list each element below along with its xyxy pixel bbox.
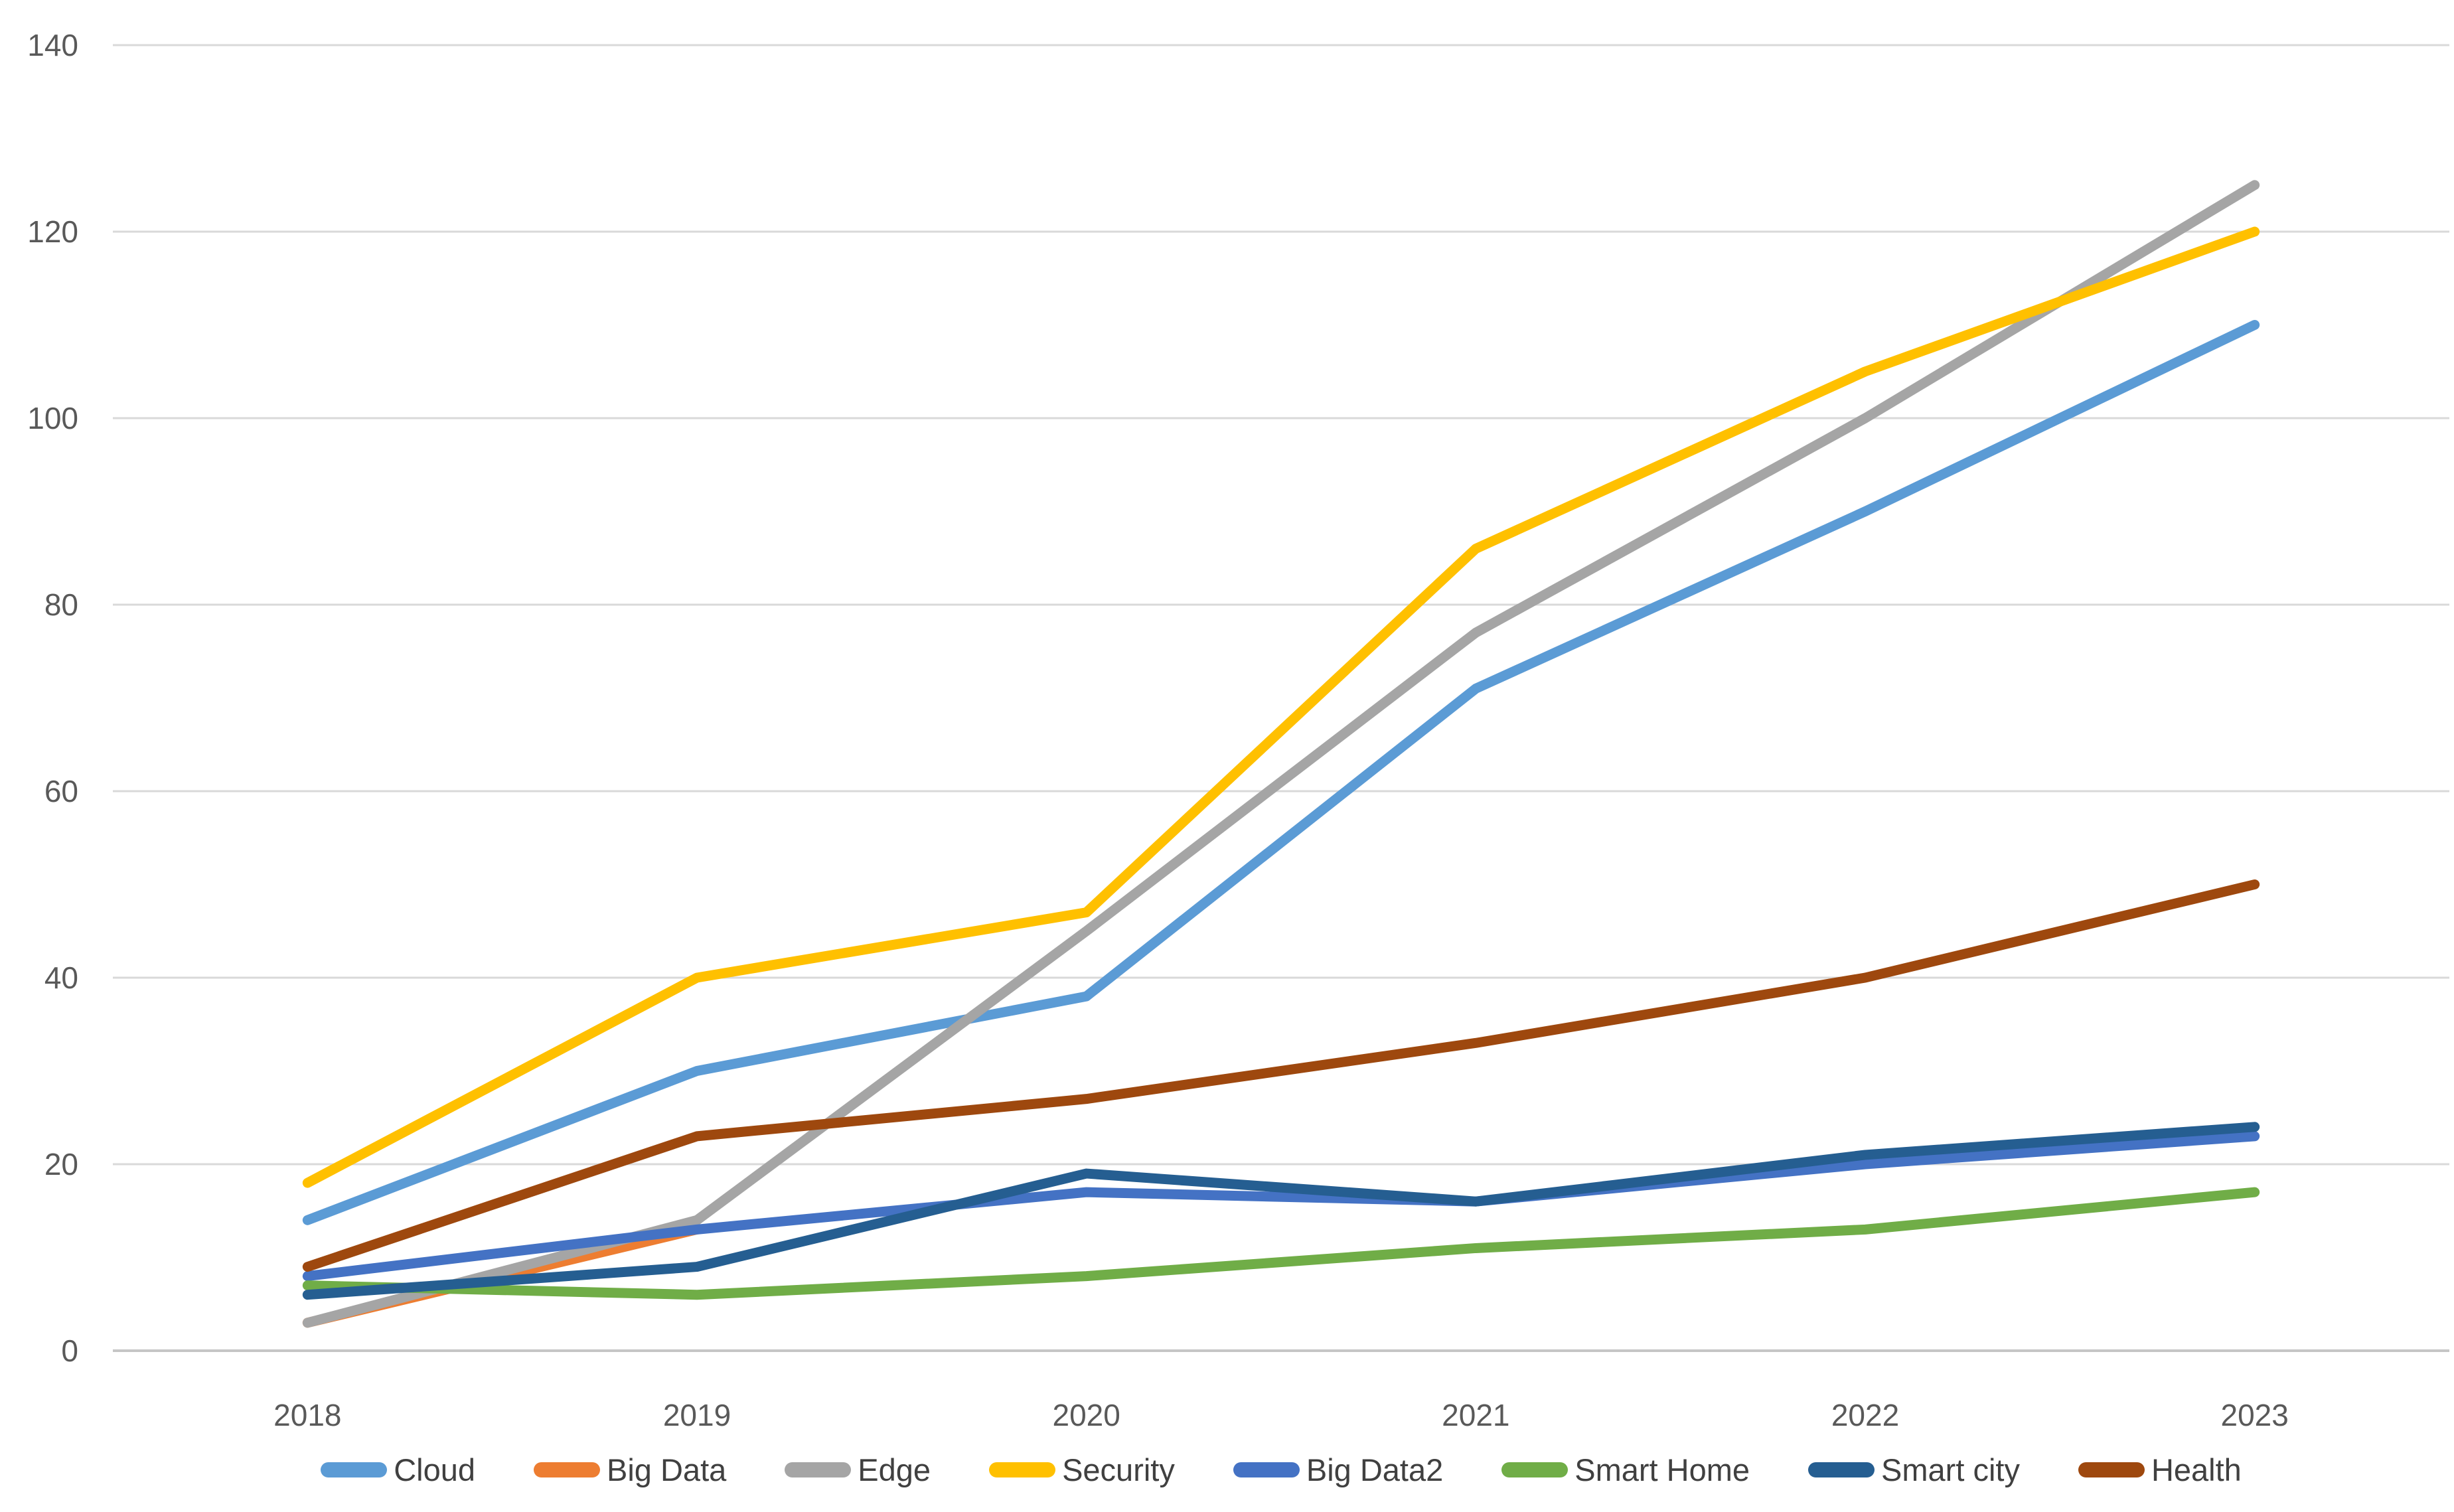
y-tick-label-60: 60 <box>44 774 78 808</box>
legend-label-smart-city: Smart city <box>1881 1452 2020 1487</box>
x-tick-label-2018: 2018 <box>273 1398 341 1432</box>
legend-swatch-cloud <box>321 1462 388 1477</box>
y-tick-label-100: 100 <box>27 401 78 435</box>
y-tick-label-120: 120 <box>27 214 78 249</box>
legend-label-edge: Edge <box>858 1452 931 1487</box>
legend-label-security: Security <box>1062 1452 1175 1487</box>
chart-legend: Cloud Big Data Edge Security Big Data2 Smart … <box>113 1446 2449 1493</box>
legend-item-smart-city[interactable]: Smart city <box>1808 1454 2020 1485</box>
legend-item-security[interactable]: Security <box>989 1454 1175 1485</box>
legend-item-health[interactable]: Health <box>2078 1454 2242 1485</box>
y-tick-label-140: 140 <box>27 28 78 62</box>
legend-label-big-data: Big Data <box>607 1452 727 1487</box>
legend-label-big-data2: Big Data2 <box>1306 1452 1444 1487</box>
y-tick-label-80: 80 <box>44 587 78 622</box>
legend-item-smart-home[interactable]: Smart Home <box>1501 1454 1750 1485</box>
series-line-smart-home[interactable] <box>302 1187 2260 1300</box>
series-line-smart-city[interactable] <box>302 1122 2260 1300</box>
series-line-security[interactable] <box>302 226 2260 1188</box>
legend-item-edge[interactable]: Edge <box>785 1454 931 1485</box>
series-line-big-data2[interactable] <box>302 1131 2260 1282</box>
legend-label-smart-home: Smart Home <box>1574 1452 1750 1487</box>
legend-label-cloud: Cloud <box>394 1452 475 1487</box>
legend-item-big-data2[interactable]: Big Data2 <box>1233 1454 1443 1485</box>
y-tick-label-0: 0 <box>61 1333 78 1368</box>
x-tick-label-2019: 2019 <box>663 1398 731 1432</box>
series-line-health[interactable] <box>302 879 2260 1272</box>
legend-item-cloud[interactable]: Cloud <box>321 1454 475 1485</box>
x-tick-label-2023: 2023 <box>2220 1398 2288 1432</box>
x-tick-label-2020: 2020 <box>1052 1398 1120 1432</box>
legend-swatch-smart-home <box>1501 1462 1569 1477</box>
legend-swatch-edge <box>785 1462 852 1477</box>
legend-item-big-data[interactable]: Big Data <box>534 1454 726 1485</box>
legend-swatch-big-data <box>534 1462 600 1477</box>
y-tick-label-40: 40 <box>44 960 78 995</box>
y-tick-label-20: 20 <box>44 1147 78 1181</box>
legend-label-health: Health <box>2151 1452 2242 1487</box>
x-tick-label-2022: 2022 <box>1831 1398 1899 1432</box>
legend-swatch-health <box>2078 1462 2145 1477</box>
legend-swatch-security <box>989 1462 1056 1477</box>
legend-swatch-smart-city <box>1808 1462 1875 1477</box>
legend-swatch-big-data2 <box>1233 1462 1300 1477</box>
series-line-cloud[interactable] <box>302 320 2260 1225</box>
x-tick-label-2021: 2021 <box>1442 1398 1509 1432</box>
